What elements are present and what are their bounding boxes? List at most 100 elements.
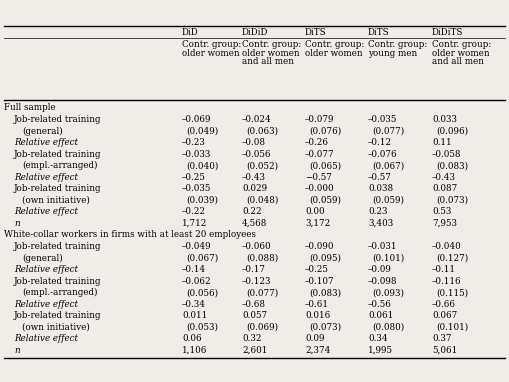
Text: Full sample: Full sample [4, 103, 55, 112]
Text: –0.062: –0.062 [182, 277, 212, 286]
Text: Relative effect: Relative effect [14, 334, 78, 343]
Text: –0.058: –0.058 [432, 150, 462, 159]
Text: 0.061: 0.061 [368, 311, 393, 320]
Text: Relative effect: Relative effect [14, 173, 78, 181]
Text: (0.067): (0.067) [372, 161, 404, 170]
Text: –0.57: –0.57 [368, 173, 392, 181]
Text: Job-related training: Job-related training [14, 242, 101, 251]
Text: (0.059): (0.059) [309, 196, 341, 205]
Text: Contr. group:: Contr. group: [368, 40, 428, 49]
Text: older women: older women [432, 49, 490, 58]
Text: (own initiative): (own initiative) [22, 323, 90, 332]
Text: 1,995: 1,995 [368, 346, 393, 354]
Text: 0.067: 0.067 [432, 311, 457, 320]
Text: 7,953: 7,953 [432, 219, 457, 228]
Text: –0.61: –0.61 [305, 299, 329, 309]
Text: –0.098: –0.098 [368, 277, 398, 286]
Text: 0.06: 0.06 [182, 334, 202, 343]
Text: (0.065): (0.065) [309, 161, 341, 170]
Text: (0.095): (0.095) [309, 254, 341, 263]
Text: 0.00: 0.00 [305, 207, 325, 216]
Text: –0.25: –0.25 [182, 173, 206, 181]
Text: n: n [14, 346, 20, 354]
Text: 1,106: 1,106 [182, 346, 207, 354]
Text: 0.011: 0.011 [182, 311, 207, 320]
Text: –0.56: –0.56 [368, 299, 392, 309]
Text: –0.23: –0.23 [182, 138, 206, 147]
Text: 2,374: 2,374 [305, 346, 330, 354]
Text: 0.53: 0.53 [432, 207, 451, 216]
Text: Contr. group:: Contr. group: [182, 40, 241, 49]
Text: Job-related training: Job-related training [14, 184, 101, 193]
Text: −0.57: −0.57 [305, 173, 332, 181]
Text: Job-related training: Job-related training [14, 150, 101, 159]
Text: 0.11: 0.11 [432, 138, 451, 147]
Text: (0.073): (0.073) [309, 323, 341, 332]
Text: (0.088): (0.088) [246, 254, 278, 263]
Text: 0.37: 0.37 [432, 334, 451, 343]
Text: –0.079: –0.079 [305, 115, 334, 124]
Text: –0.035: –0.035 [368, 115, 398, 124]
Text: DiTS: DiTS [368, 28, 389, 37]
Text: (0.040): (0.040) [186, 161, 218, 170]
Text: Relative effect: Relative effect [14, 299, 78, 309]
Text: (0.063): (0.063) [246, 126, 278, 136]
Text: Job-related training: Job-related training [14, 277, 101, 286]
Text: 3,172: 3,172 [305, 219, 330, 228]
Text: 0.016: 0.016 [305, 311, 330, 320]
Text: –0.11: –0.11 [432, 265, 456, 274]
Text: –0.060: –0.060 [242, 242, 272, 251]
Text: (0.077): (0.077) [372, 126, 404, 136]
Text: (0.080): (0.080) [372, 323, 404, 332]
Text: (0.076): (0.076) [309, 126, 341, 136]
Text: –0.056: –0.056 [242, 150, 271, 159]
Text: –0.116: –0.116 [432, 277, 462, 286]
Text: –0.090: –0.090 [305, 242, 334, 251]
Text: (0.083): (0.083) [309, 288, 341, 297]
Text: (0.077): (0.077) [246, 288, 278, 297]
Text: 4,568: 4,568 [242, 219, 267, 228]
Text: (own initiative): (own initiative) [22, 196, 90, 205]
Text: 0.23: 0.23 [368, 207, 387, 216]
Text: 0.038: 0.038 [368, 184, 393, 193]
Text: –0.17: –0.17 [242, 265, 266, 274]
Text: –0.123: –0.123 [242, 277, 271, 286]
Text: 5,061: 5,061 [432, 346, 457, 354]
Text: DiDiD: DiDiD [242, 28, 268, 37]
Text: –0.09: –0.09 [368, 265, 392, 274]
Text: (0.049): (0.049) [186, 126, 218, 136]
Text: 0.029: 0.029 [242, 184, 267, 193]
Text: (0.073): (0.073) [436, 196, 468, 205]
Text: –0.031: –0.031 [368, 242, 398, 251]
Text: young men: young men [368, 49, 417, 58]
Text: older women: older women [242, 49, 300, 58]
Text: 1,712: 1,712 [182, 219, 207, 228]
Text: 0.033: 0.033 [432, 115, 457, 124]
Text: –0.033: –0.033 [182, 150, 211, 159]
Text: (0.101): (0.101) [436, 323, 468, 332]
Text: (0.039): (0.039) [186, 196, 218, 205]
Text: Job-related training: Job-related training [14, 311, 101, 320]
Text: older women: older women [182, 49, 240, 58]
Text: –0.22: –0.22 [182, 207, 206, 216]
Text: –0.26: –0.26 [305, 138, 329, 147]
Text: –0.43: –0.43 [432, 173, 456, 181]
Text: –0.049: –0.049 [182, 242, 212, 251]
Text: and all men: and all men [432, 57, 484, 66]
Text: 3,403: 3,403 [368, 219, 393, 228]
Text: 2,601: 2,601 [242, 346, 267, 354]
Text: (empl.-arranged): (empl.-arranged) [22, 161, 98, 170]
Text: White-collar workers in firms with at least 20 employees: White-collar workers in firms with at le… [4, 230, 256, 239]
Text: –0.34: –0.34 [182, 299, 206, 309]
Text: (0.069): (0.069) [246, 323, 278, 332]
Text: and all men: and all men [242, 57, 294, 66]
Text: –0.08: –0.08 [242, 138, 266, 147]
Text: (0.093): (0.093) [372, 288, 404, 297]
Text: Relative effect: Relative effect [14, 265, 78, 274]
Text: (0.115): (0.115) [436, 288, 468, 297]
Text: (0.048): (0.048) [246, 196, 278, 205]
Text: –0.14: –0.14 [182, 265, 206, 274]
Text: (0.067): (0.067) [186, 254, 218, 263]
Text: (0.059): (0.059) [372, 196, 404, 205]
Text: 0.32: 0.32 [242, 334, 262, 343]
